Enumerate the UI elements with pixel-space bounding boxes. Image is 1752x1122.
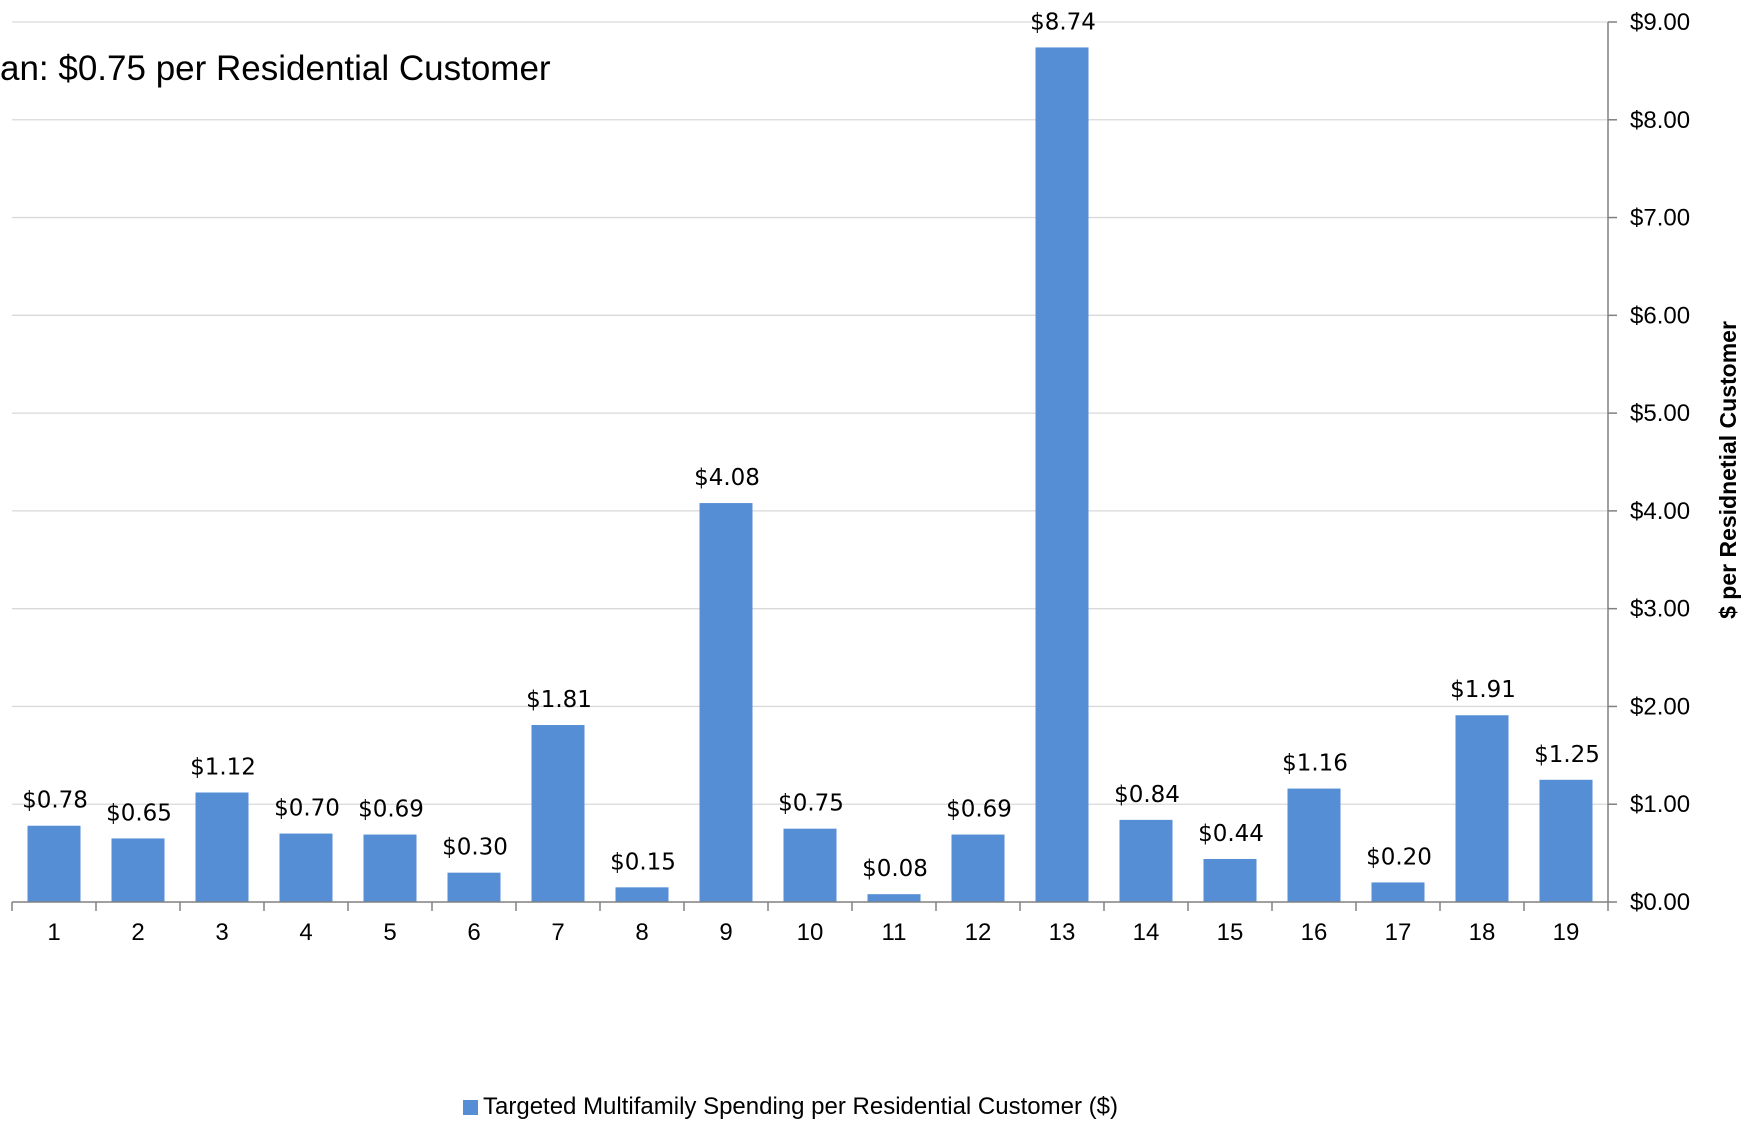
x-tick-label: 13: [1049, 919, 1076, 946]
x-tick-label: 15: [1217, 919, 1244, 946]
y-axis-label: $ per Residnetial Customer: [1715, 321, 1741, 619]
bar: [447, 872, 501, 902]
data-labels: $0.78 $0.65 $1.12 $0.70 $0.69 $0.30 $1.81 $0.15…: [22, 9, 1600, 882]
bar: [111, 838, 165, 902]
x-tick-label: 5: [383, 919, 396, 946]
x-tick-label: 6: [467, 919, 480, 946]
data-label: $0.15: [610, 849, 676, 875]
data-label: $8.74: [1030, 9, 1096, 35]
chart-annotation: an: $0.75 per Residential Customer: [0, 49, 551, 88]
x-tick-label: 2: [131, 919, 144, 946]
data-label: $1.81: [526, 687, 592, 713]
data-label: $0.65: [106, 800, 172, 826]
bar: [1539, 779, 1593, 902]
x-tick-label: 10: [797, 919, 824, 946]
bar: [1371, 882, 1425, 902]
bar: [195, 792, 249, 902]
x-tick-label: 4: [299, 919, 312, 946]
data-label: $0.69: [946, 797, 1012, 823]
bar: [783, 828, 837, 902]
x-tick-label: 11: [882, 919, 907, 946]
y-tick-label: $1.00: [1630, 791, 1690, 818]
bar: [1203, 858, 1257, 902]
gridlines: [12, 21, 1608, 805]
data-label: $0.30: [442, 835, 508, 861]
y-tick-label: $6.00: [1630, 302, 1690, 329]
x-tick-label: 9: [719, 919, 732, 946]
y-tick-label: $3.00: [1630, 596, 1690, 623]
y-tick-label: $9.00: [1630, 9, 1690, 36]
bar: [867, 894, 921, 902]
bar: [1455, 715, 1509, 902]
data-label: $1.91: [1450, 677, 1516, 703]
data-label: $4.08: [694, 465, 760, 491]
bars: [27, 47, 1593, 902]
data-label: $0.20: [1366, 844, 1432, 870]
data-label: $1.16: [1282, 751, 1348, 777]
bar: [1119, 819, 1173, 902]
x-tick-label: 1: [47, 919, 60, 946]
x-tick-label: 12: [965, 919, 992, 946]
bar: [279, 833, 333, 902]
y-tick-label: $7.00: [1630, 205, 1690, 232]
y-tick-label: $4.00: [1630, 498, 1690, 525]
x-tick-label: 14: [1133, 919, 1160, 946]
x-tick-label: 19: [1553, 919, 1580, 946]
data-label: $0.78: [22, 788, 88, 814]
bar: [951, 834, 1005, 902]
data-label: $0.44: [1198, 821, 1264, 847]
x-tick-label: 8: [635, 919, 648, 946]
bar: [531, 725, 585, 902]
x-tick-label: 16: [1301, 919, 1328, 946]
bar: [27, 825, 81, 902]
legend-swatch: [463, 1100, 478, 1115]
x-tick-label: 3: [215, 919, 228, 946]
y-tick-label: $0.00: [1630, 889, 1690, 916]
data-label: $0.84: [1114, 782, 1180, 808]
bar: [363, 834, 417, 902]
data-label: $1.25: [1534, 742, 1600, 768]
data-label: $0.08: [862, 856, 928, 882]
x-tick-label: 18: [1469, 919, 1496, 946]
y-tick-label: $2.00: [1630, 693, 1690, 720]
bar: [699, 503, 753, 902]
data-label: $0.75: [778, 791, 844, 817]
x-tick-label: 7: [551, 919, 564, 946]
data-label: $0.69: [358, 797, 424, 823]
x-tick-label: 17: [1385, 919, 1412, 946]
legend: Targeted Multifamily Spending per Reside…: [463, 1093, 1118, 1120]
data-label: $1.12: [190, 754, 256, 780]
axes: $0.00 $1.00 $2.00 $3.00 $4.00 $5.00 $6.00 $7.00…: [11, 9, 1690, 946]
data-label: $0.70: [274, 796, 340, 822]
legend-entry: Targeted Multifamily Spending per Reside…: [483, 1093, 1118, 1120]
bar: [615, 887, 669, 902]
bar: [1287, 788, 1341, 902]
y-tick-label: $5.00: [1630, 400, 1690, 427]
y-tick-label: $8.00: [1630, 107, 1690, 134]
bar: [1035, 47, 1089, 902]
